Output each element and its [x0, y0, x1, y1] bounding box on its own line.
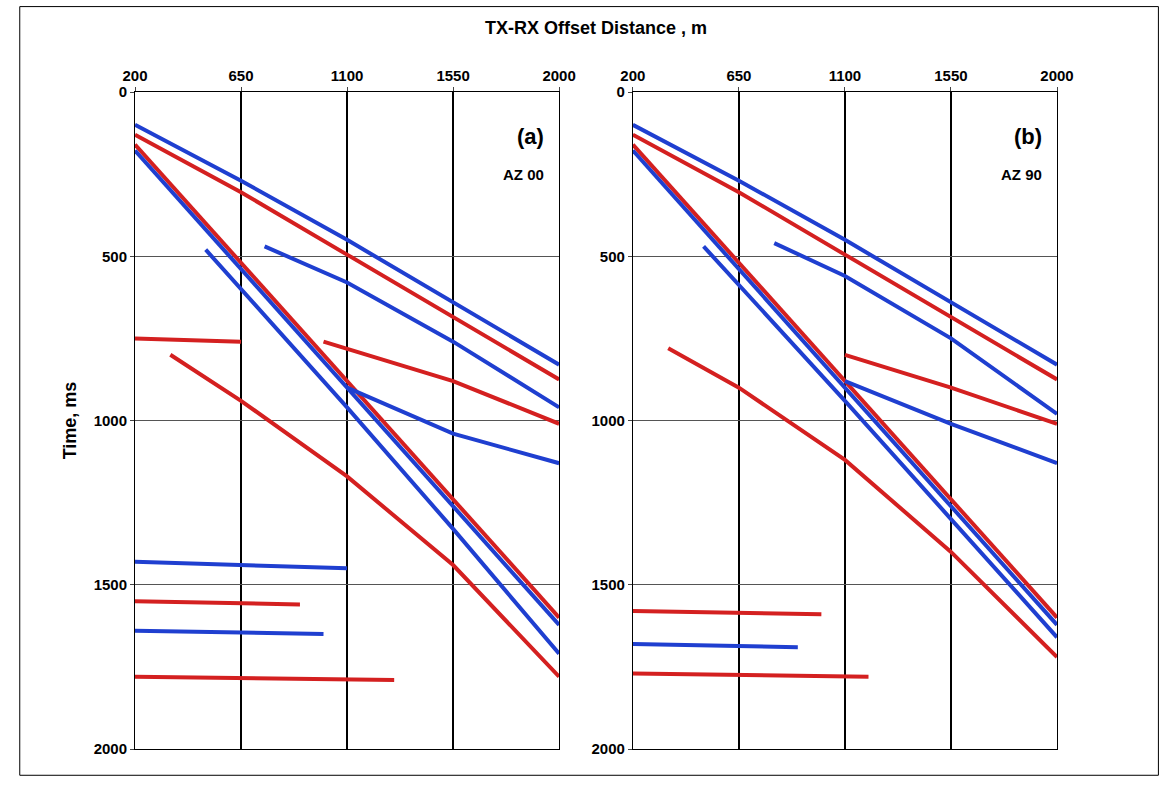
svg-text:Time, ms: Time, ms: [60, 382, 80, 460]
svg-text:1000: 1000: [94, 412, 127, 429]
svg-text:TX-RX Offset Distance , m: TX-RX Offset Distance , m: [485, 18, 707, 38]
svg-text:1100: 1100: [331, 67, 364, 84]
svg-text:AZ 90: AZ 90: [1001, 166, 1042, 183]
svg-text:500: 500: [102, 248, 127, 265]
svg-text:1100: 1100: [829, 67, 862, 84]
svg-text:2000: 2000: [592, 740, 625, 757]
svg-text:2000: 2000: [94, 740, 127, 757]
svg-text:AZ 00: AZ 00: [503, 166, 544, 183]
svg-text:0: 0: [119, 83, 127, 100]
svg-text:200: 200: [122, 67, 147, 84]
svg-text:1500: 1500: [94, 576, 127, 593]
svg-text:1000: 1000: [592, 412, 625, 429]
svg-text:1550: 1550: [436, 67, 469, 84]
svg-text:2000: 2000: [542, 67, 575, 84]
svg-text:(a): (a): [517, 124, 544, 149]
svg-text:1550: 1550: [934, 67, 967, 84]
svg-text:(b): (b): [1014, 124, 1042, 149]
svg-text:650: 650: [726, 67, 751, 84]
svg-text:0: 0: [617, 83, 625, 100]
svg-text:500: 500: [600, 248, 625, 265]
svg-text:2000: 2000: [1040, 67, 1073, 84]
svg-text:200: 200: [620, 67, 645, 84]
svg-text:650: 650: [229, 67, 254, 84]
svg-text:1500: 1500: [592, 576, 625, 593]
